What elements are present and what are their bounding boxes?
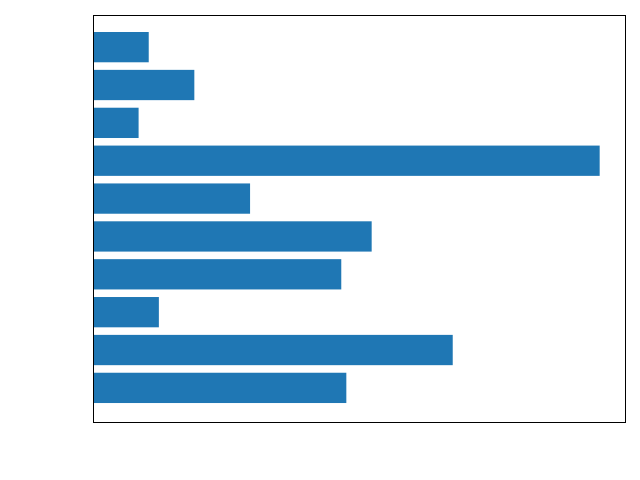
bar-1 xyxy=(93,32,149,63)
bar-9 xyxy=(93,334,453,366)
bar-4 xyxy=(93,145,600,176)
bar-7 xyxy=(93,259,342,290)
bar-series xyxy=(93,32,600,404)
plot-frame xyxy=(93,15,626,423)
bar-10 xyxy=(93,372,347,404)
bar-8 xyxy=(93,297,159,328)
bar-3 xyxy=(93,107,139,139)
bar-2 xyxy=(93,69,195,101)
bar-5 xyxy=(93,183,251,214)
bar-6 xyxy=(93,221,372,252)
